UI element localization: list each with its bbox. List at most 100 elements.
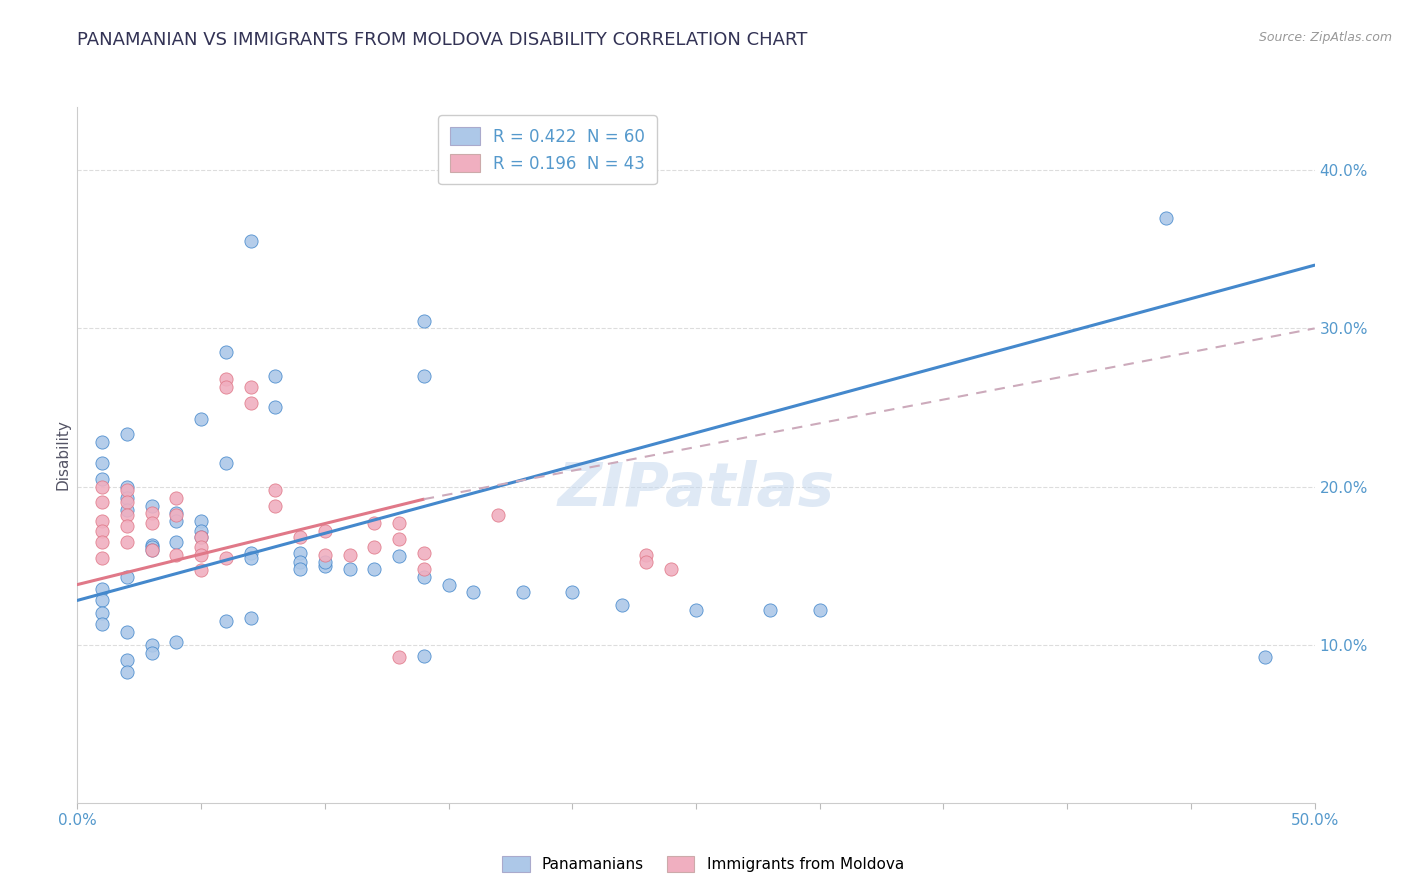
Point — [388, 532, 411, 546]
Point — [437, 577, 460, 591]
Point — [1254, 650, 1277, 665]
Point — [141, 538, 163, 552]
Point — [288, 562, 311, 576]
Point — [264, 368, 287, 383]
Point — [412, 562, 434, 576]
Point — [512, 585, 534, 599]
Point — [486, 508, 509, 522]
Point — [115, 534, 138, 549]
Point — [91, 582, 114, 597]
Point — [141, 540, 163, 554]
Point — [561, 585, 583, 599]
Point — [165, 507, 187, 521]
Point — [239, 546, 262, 560]
Point — [190, 530, 212, 544]
Point — [339, 562, 361, 576]
Point — [115, 427, 138, 442]
Point — [215, 372, 238, 386]
Point — [115, 483, 138, 497]
Point — [412, 313, 434, 327]
Point — [239, 235, 262, 249]
Point — [363, 562, 385, 576]
Point — [190, 530, 212, 544]
Point — [659, 562, 682, 576]
Point — [115, 503, 138, 517]
Point — [636, 548, 658, 562]
Point — [339, 548, 361, 562]
Point — [91, 550, 114, 565]
Point — [165, 534, 187, 549]
Point — [91, 524, 114, 538]
Point — [215, 456, 238, 470]
Point — [165, 514, 187, 528]
Point — [363, 516, 385, 530]
Point — [115, 508, 138, 522]
Point — [141, 638, 163, 652]
Point — [264, 483, 287, 497]
Point — [463, 585, 485, 599]
Point — [239, 395, 262, 409]
Point — [91, 593, 114, 607]
Point — [91, 617, 114, 632]
Point — [115, 653, 138, 667]
Point — [314, 556, 336, 570]
Point — [412, 368, 434, 383]
Point — [314, 548, 336, 562]
Point — [759, 603, 782, 617]
Point — [165, 491, 187, 505]
Point — [91, 606, 114, 620]
Point — [215, 380, 238, 394]
Point — [190, 540, 212, 554]
Point — [288, 546, 311, 560]
Point — [141, 542, 163, 557]
Point — [288, 556, 311, 570]
Point — [141, 507, 163, 521]
Point — [264, 499, 287, 513]
Point — [215, 614, 238, 628]
Point — [115, 519, 138, 533]
Point — [141, 542, 163, 557]
Point — [314, 524, 336, 538]
Point — [190, 548, 212, 562]
Text: PANAMANIAN VS IMMIGRANTS FROM MOLDOVA DISABILITY CORRELATION CHART: PANAMANIAN VS IMMIGRANTS FROM MOLDOVA DI… — [77, 31, 807, 49]
Point — [91, 456, 114, 470]
Point — [1154, 211, 1177, 225]
Point — [264, 401, 287, 415]
Point — [165, 548, 187, 562]
Point — [141, 499, 163, 513]
Point — [388, 516, 411, 530]
Point — [388, 650, 411, 665]
Point — [239, 550, 262, 565]
Point — [91, 534, 114, 549]
Point — [91, 435, 114, 450]
Point — [190, 411, 212, 425]
Point — [412, 546, 434, 560]
Point — [91, 479, 114, 493]
Point — [141, 516, 163, 530]
Point — [165, 508, 187, 522]
Point — [808, 603, 831, 617]
Point — [288, 530, 311, 544]
Point — [215, 550, 238, 565]
Point — [91, 495, 114, 509]
Point — [363, 540, 385, 554]
Point — [115, 495, 138, 509]
Point — [190, 514, 212, 528]
Text: ZIPatlas: ZIPatlas — [557, 460, 835, 519]
Point — [239, 611, 262, 625]
Point — [190, 524, 212, 538]
Point — [215, 345, 238, 359]
Point — [412, 648, 434, 663]
Text: Source: ZipAtlas.com: Source: ZipAtlas.com — [1258, 31, 1392, 45]
Point — [165, 634, 187, 648]
Point — [314, 558, 336, 573]
Point — [610, 598, 633, 612]
Point — [412, 570, 434, 584]
Point — [141, 646, 163, 660]
Point — [115, 479, 138, 493]
Point — [190, 563, 212, 577]
Y-axis label: Disability: Disability — [55, 419, 70, 491]
Point — [239, 380, 262, 394]
Point — [115, 625, 138, 640]
Point — [636, 556, 658, 570]
